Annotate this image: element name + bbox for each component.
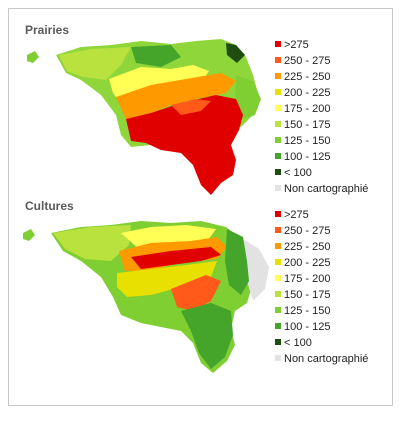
- legend-label: 100 - 125: [284, 321, 331, 333]
- legend-cultures: >275 250 - 275 225 - 250 200 - 225 175 -…: [275, 207, 368, 367]
- legend-swatch: [275, 307, 281, 313]
- panel-prairies: Prairies >275 250 - 275 225 - 250 200 - …: [9, 9, 392, 199]
- legend-item: 150 - 175: [275, 117, 368, 133]
- legend-label: < 100: [284, 167, 312, 179]
- legend-item: 125 - 150: [275, 303, 368, 319]
- legend-item: >275: [275, 37, 368, 53]
- region-south-darkgreen: [181, 303, 233, 369]
- legend-swatch: [275, 57, 281, 63]
- legend-label: 175 - 200: [284, 103, 331, 115]
- legend-item: 175 - 200: [275, 271, 368, 287]
- legend-item: 250 - 275: [275, 53, 368, 69]
- legend-label: 125 - 150: [284, 135, 331, 147]
- legend-item: 150 - 175: [275, 287, 368, 303]
- legend-swatch: [275, 227, 281, 233]
- legend-label: 250 - 275: [284, 225, 331, 237]
- legend-swatch: [275, 339, 281, 345]
- legend-swatch: [275, 275, 281, 281]
- legend-swatch: [275, 185, 281, 191]
- region-southcentral-orange: [171, 275, 221, 311]
- panel-title: Prairies: [25, 23, 70, 37]
- legend-swatch: [275, 105, 281, 111]
- legend-item: Non cartographié: [275, 351, 368, 367]
- legend-item: >275: [275, 207, 368, 223]
- legend-item: Non cartographié: [275, 181, 368, 197]
- cultures-map: [23, 221, 269, 373]
- legend-label: < 100: [284, 337, 312, 349]
- panel-title: Cultures: [25, 199, 74, 213]
- legend-item: < 100: [275, 335, 368, 351]
- region-east-darkgreen: [225, 229, 249, 295]
- legend-label: Non cartographié: [284, 353, 369, 365]
- legend-item: 200 - 225: [275, 85, 368, 101]
- legend-item: 175 - 200: [275, 101, 368, 117]
- legend-swatch: [275, 211, 281, 217]
- legend-swatch: [275, 153, 281, 159]
- islet-west: [23, 229, 35, 241]
- legend-swatch: [275, 121, 281, 127]
- legend-label: 200 - 225: [284, 87, 331, 99]
- legend-label: >275: [284, 209, 309, 221]
- legend-label: 150 - 175: [284, 289, 331, 301]
- legend-item: < 100: [275, 165, 368, 181]
- legend-item: 100 - 125: [275, 149, 368, 165]
- legend-label: 100 - 125: [284, 151, 331, 163]
- legend-label: 150 - 175: [284, 119, 331, 131]
- region-northeast-dark: [226, 43, 245, 63]
- region-central-yellow: [117, 261, 217, 297]
- region-central-red: [131, 247, 221, 269]
- legend-label: Non cartographié: [284, 183, 369, 195]
- region-south-red: [126, 95, 243, 195]
- legend-item: 100 - 125: [275, 319, 368, 335]
- legend-item: 225 - 250: [275, 69, 368, 85]
- legend-item: 125 - 150: [275, 133, 368, 149]
- region-north-darkgreen: [131, 45, 181, 67]
- legend-prairies: >275 250 - 275 225 - 250 200 - 225 175 -…: [275, 37, 368, 197]
- legend-swatch: [275, 137, 281, 143]
- legend-label: 175 - 200: [284, 273, 331, 285]
- legend-label: >275: [284, 39, 309, 51]
- legend-label: 250 - 275: [284, 55, 331, 67]
- panel-cultures: Cultures >275 250 - 275 225 - 250 200 - …: [9, 191, 392, 391]
- legend-label: 225 - 250: [284, 241, 331, 253]
- region-west-lightgreen: [59, 47, 131, 80]
- legend-swatch: [275, 41, 281, 47]
- region-south-darkorange: [171, 99, 211, 115]
- region-west-lightgreen: [53, 225, 131, 261]
- islet-west: [27, 51, 39, 63]
- legend-swatch: [275, 73, 281, 79]
- legend-label: 200 - 225: [284, 257, 331, 269]
- legend-swatch: [275, 323, 281, 329]
- prairies-map: [27, 39, 261, 195]
- legend-item: 250 - 275: [275, 223, 368, 239]
- legend-swatch: [275, 169, 281, 175]
- legend-swatch: [275, 355, 281, 361]
- legend-swatch: [275, 291, 281, 297]
- map-figure: Prairies >275 250 - 275 225 - 250 200 - …: [8, 8, 393, 406]
- legend-swatch: [275, 243, 281, 249]
- legend-swatch: [275, 259, 281, 265]
- legend-label: 225 - 250: [284, 71, 331, 83]
- legend-item: 200 - 225: [275, 255, 368, 271]
- legend-item: 225 - 250: [275, 239, 368, 255]
- region-east-green: [235, 75, 261, 119]
- region-central-orange: [116, 73, 236, 119]
- legend-label: 125 - 150: [284, 305, 331, 317]
- region-east-unmapped: [243, 239, 269, 301]
- legend-swatch: [275, 89, 281, 95]
